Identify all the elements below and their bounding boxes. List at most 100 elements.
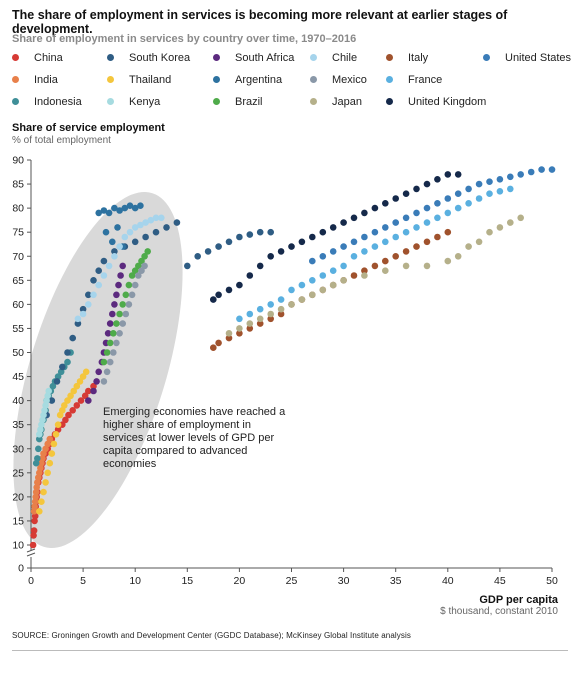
- data-point-united-states: [444, 195, 452, 202]
- data-point-united-states: [361, 233, 368, 241]
- data-point-south-korea: [184, 262, 191, 270]
- legend-label: United States: [505, 52, 572, 64]
- annotation-text: Emerging economies have reached a higher…: [103, 406, 286, 470]
- data-point-united-states: [496, 176, 504, 183]
- data-point-united-kingdom: [444, 171, 452, 178]
- legend-swatch: [483, 54, 490, 61]
- data-point-united-states: [423, 204, 431, 212]
- data-point-chile: [74, 315, 82, 323]
- data-point-japan: [288, 301, 295, 308]
- data-point-argentina: [105, 209, 113, 217]
- data-point-france: [298, 281, 306, 289]
- data-point-united-states: [350, 238, 358, 246]
- legend-swatch: [310, 54, 317, 61]
- legend-swatch: [386, 98, 393, 105]
- data-point-south-korea: [204, 248, 212, 255]
- data-point-indonesia: [35, 445, 42, 453]
- data-point-mexico: [135, 272, 142, 279]
- data-point-united-states: [382, 224, 389, 231]
- data-point-france: [486, 190, 493, 197]
- data-point-china: [77, 397, 85, 404]
- data-point-japan: [496, 224, 504, 231]
- data-point-italy: [382, 257, 389, 265]
- data-point-brazil: [131, 267, 139, 275]
- data-point-japan: [309, 291, 316, 299]
- legend-item-china: China: [12, 52, 63, 64]
- data-point-united-states: [329, 248, 337, 255]
- data-point-indonesia: [34, 455, 41, 462]
- data-point-mexico: [122, 310, 130, 318]
- data-point-france: [454, 204, 462, 212]
- data-point-south-korea: [173, 219, 181, 226]
- data-point-united-states: [538, 166, 545, 173]
- legend-item-india: India: [12, 74, 58, 86]
- data-point-mexico: [113, 339, 120, 347]
- data-point-argentina: [95, 209, 102, 217]
- data-point-brazil: [100, 358, 108, 366]
- data-point-thailand: [64, 397, 71, 404]
- legend-swatch: [12, 76, 19, 83]
- data-point-brazil: [138, 257, 145, 265]
- data-point-thailand: [46, 459, 54, 467]
- data-point-italy: [350, 272, 358, 279]
- legend-label: Italy: [408, 52, 429, 64]
- x-tick-label: 25: [286, 575, 298, 587]
- data-point-south-africa: [95, 368, 102, 376]
- data-point-united-states: [475, 180, 483, 188]
- legend-item-indonesia: Indonesia: [12, 96, 82, 108]
- data-point-united-states: [486, 178, 493, 185]
- data-point-united-kingdom: [454, 171, 462, 178]
- y-axis-break-mark: [26, 548, 36, 553]
- y-tick-label: 0: [18, 563, 24, 575]
- data-point-china: [30, 532, 37, 539]
- data-point-china: [85, 387, 92, 395]
- data-point-brazil: [135, 262, 142, 270]
- data-point-japan: [454, 252, 462, 260]
- data-point-south-korea: [142, 233, 149, 241]
- data-point-france: [361, 248, 368, 255]
- data-point-france: [236, 315, 243, 323]
- data-point-united-states: [507, 173, 514, 181]
- legend-swatch: [213, 76, 220, 83]
- data-point-france: [309, 277, 316, 284]
- data-point-united-states: [413, 209, 420, 217]
- data-point-thailand: [61, 402, 68, 409]
- legend-label: China: [34, 52, 63, 64]
- data-point-united-kingdom: [277, 248, 285, 255]
- data-point-china: [30, 527, 38, 534]
- data-point-india: [33, 484, 40, 491]
- data-point-united-kingdom: [392, 195, 400, 202]
- legend-swatch: [107, 98, 114, 105]
- data-point-thailand: [76, 378, 84, 385]
- legend-label: Japan: [332, 96, 362, 108]
- data-point-south-korea: [64, 349, 71, 356]
- data-point-south-korea: [246, 231, 254, 238]
- data-point-south-korea: [95, 267, 102, 275]
- data-point-united-kingdom: [350, 214, 358, 222]
- y-tick-label: 30: [12, 443, 24, 455]
- data-point-thailand: [73, 382, 81, 390]
- data-point-japan: [517, 214, 524, 222]
- data-point-thailand: [50, 440, 58, 448]
- data-point-japan: [246, 320, 254, 327]
- data-point-south-africa: [85, 397, 92, 404]
- y-tick-label: 50: [12, 347, 24, 359]
- legend-item-italy: Italy: [386, 52, 428, 64]
- data-point-france: [288, 286, 295, 294]
- legend-label: South Africa: [235, 52, 295, 64]
- data-point-south-africa: [113, 291, 120, 299]
- data-point-italy: [392, 252, 400, 260]
- data-point-japan: [507, 219, 514, 226]
- y-tick-label: 75: [12, 227, 24, 239]
- data-point-argentina: [121, 204, 129, 212]
- data-point-france: [465, 200, 472, 207]
- data-point-united-states: [340, 243, 347, 250]
- data-point-chile: [131, 224, 139, 231]
- data-point-south-africa: [109, 310, 116, 318]
- y-tick-label: 85: [12, 179, 24, 191]
- legend-label: South Korea: [129, 52, 191, 64]
- data-point-italy: [413, 243, 420, 250]
- legend-item-south-africa: South Africa: [213, 52, 294, 64]
- data-point-brazil: [116, 310, 123, 318]
- legend-item-kenya: Kenya: [107, 96, 160, 108]
